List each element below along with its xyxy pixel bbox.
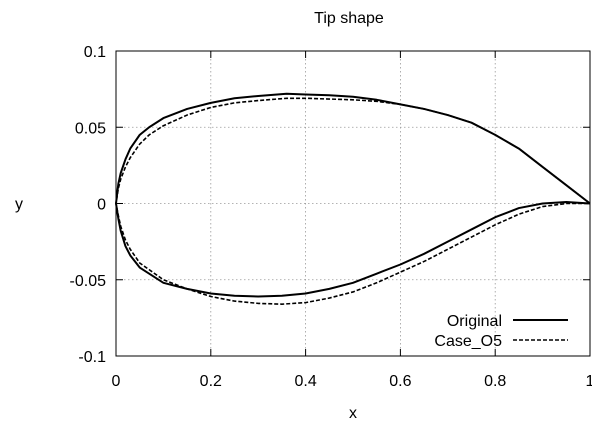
- y-tick-label: -0.05: [70, 273, 107, 290]
- x-tick-label: 0: [112, 373, 121, 390]
- x-tick-label: 0.6: [389, 373, 411, 390]
- x-tick-label: 0.2: [200, 373, 222, 390]
- series-line-case-o5: [115, 97, 591, 305]
- y-axis-title: y: [15, 196, 23, 213]
- grid-lines: [116, 51, 590, 356]
- x-tick-label: 1: [586, 373, 592, 390]
- axis-ticks: 0 0.2 0.4 0.6 0.8 1 -0.1 -0.05 0 0.05 0.1: [70, 44, 592, 390]
- legend-label: Case_O5: [434, 333, 502, 350]
- series-lines: [115, 92, 591, 305]
- x-tick-label: 0.4: [294, 373, 316, 390]
- x-axis-title: x: [349, 405, 357, 422]
- y-tick-label: 0: [97, 197, 106, 214]
- y-tick-label: -0.1: [78, 349, 106, 366]
- chart-title: Tip shape: [314, 10, 384, 27]
- y-tick-label: 0.05: [75, 120, 106, 137]
- x-tick-label: 0.8: [484, 373, 506, 390]
- y-tick-label: 0.1: [84, 44, 106, 61]
- legend: Original Case_O5: [434, 313, 568, 350]
- legend-label: Original: [447, 313, 502, 330]
